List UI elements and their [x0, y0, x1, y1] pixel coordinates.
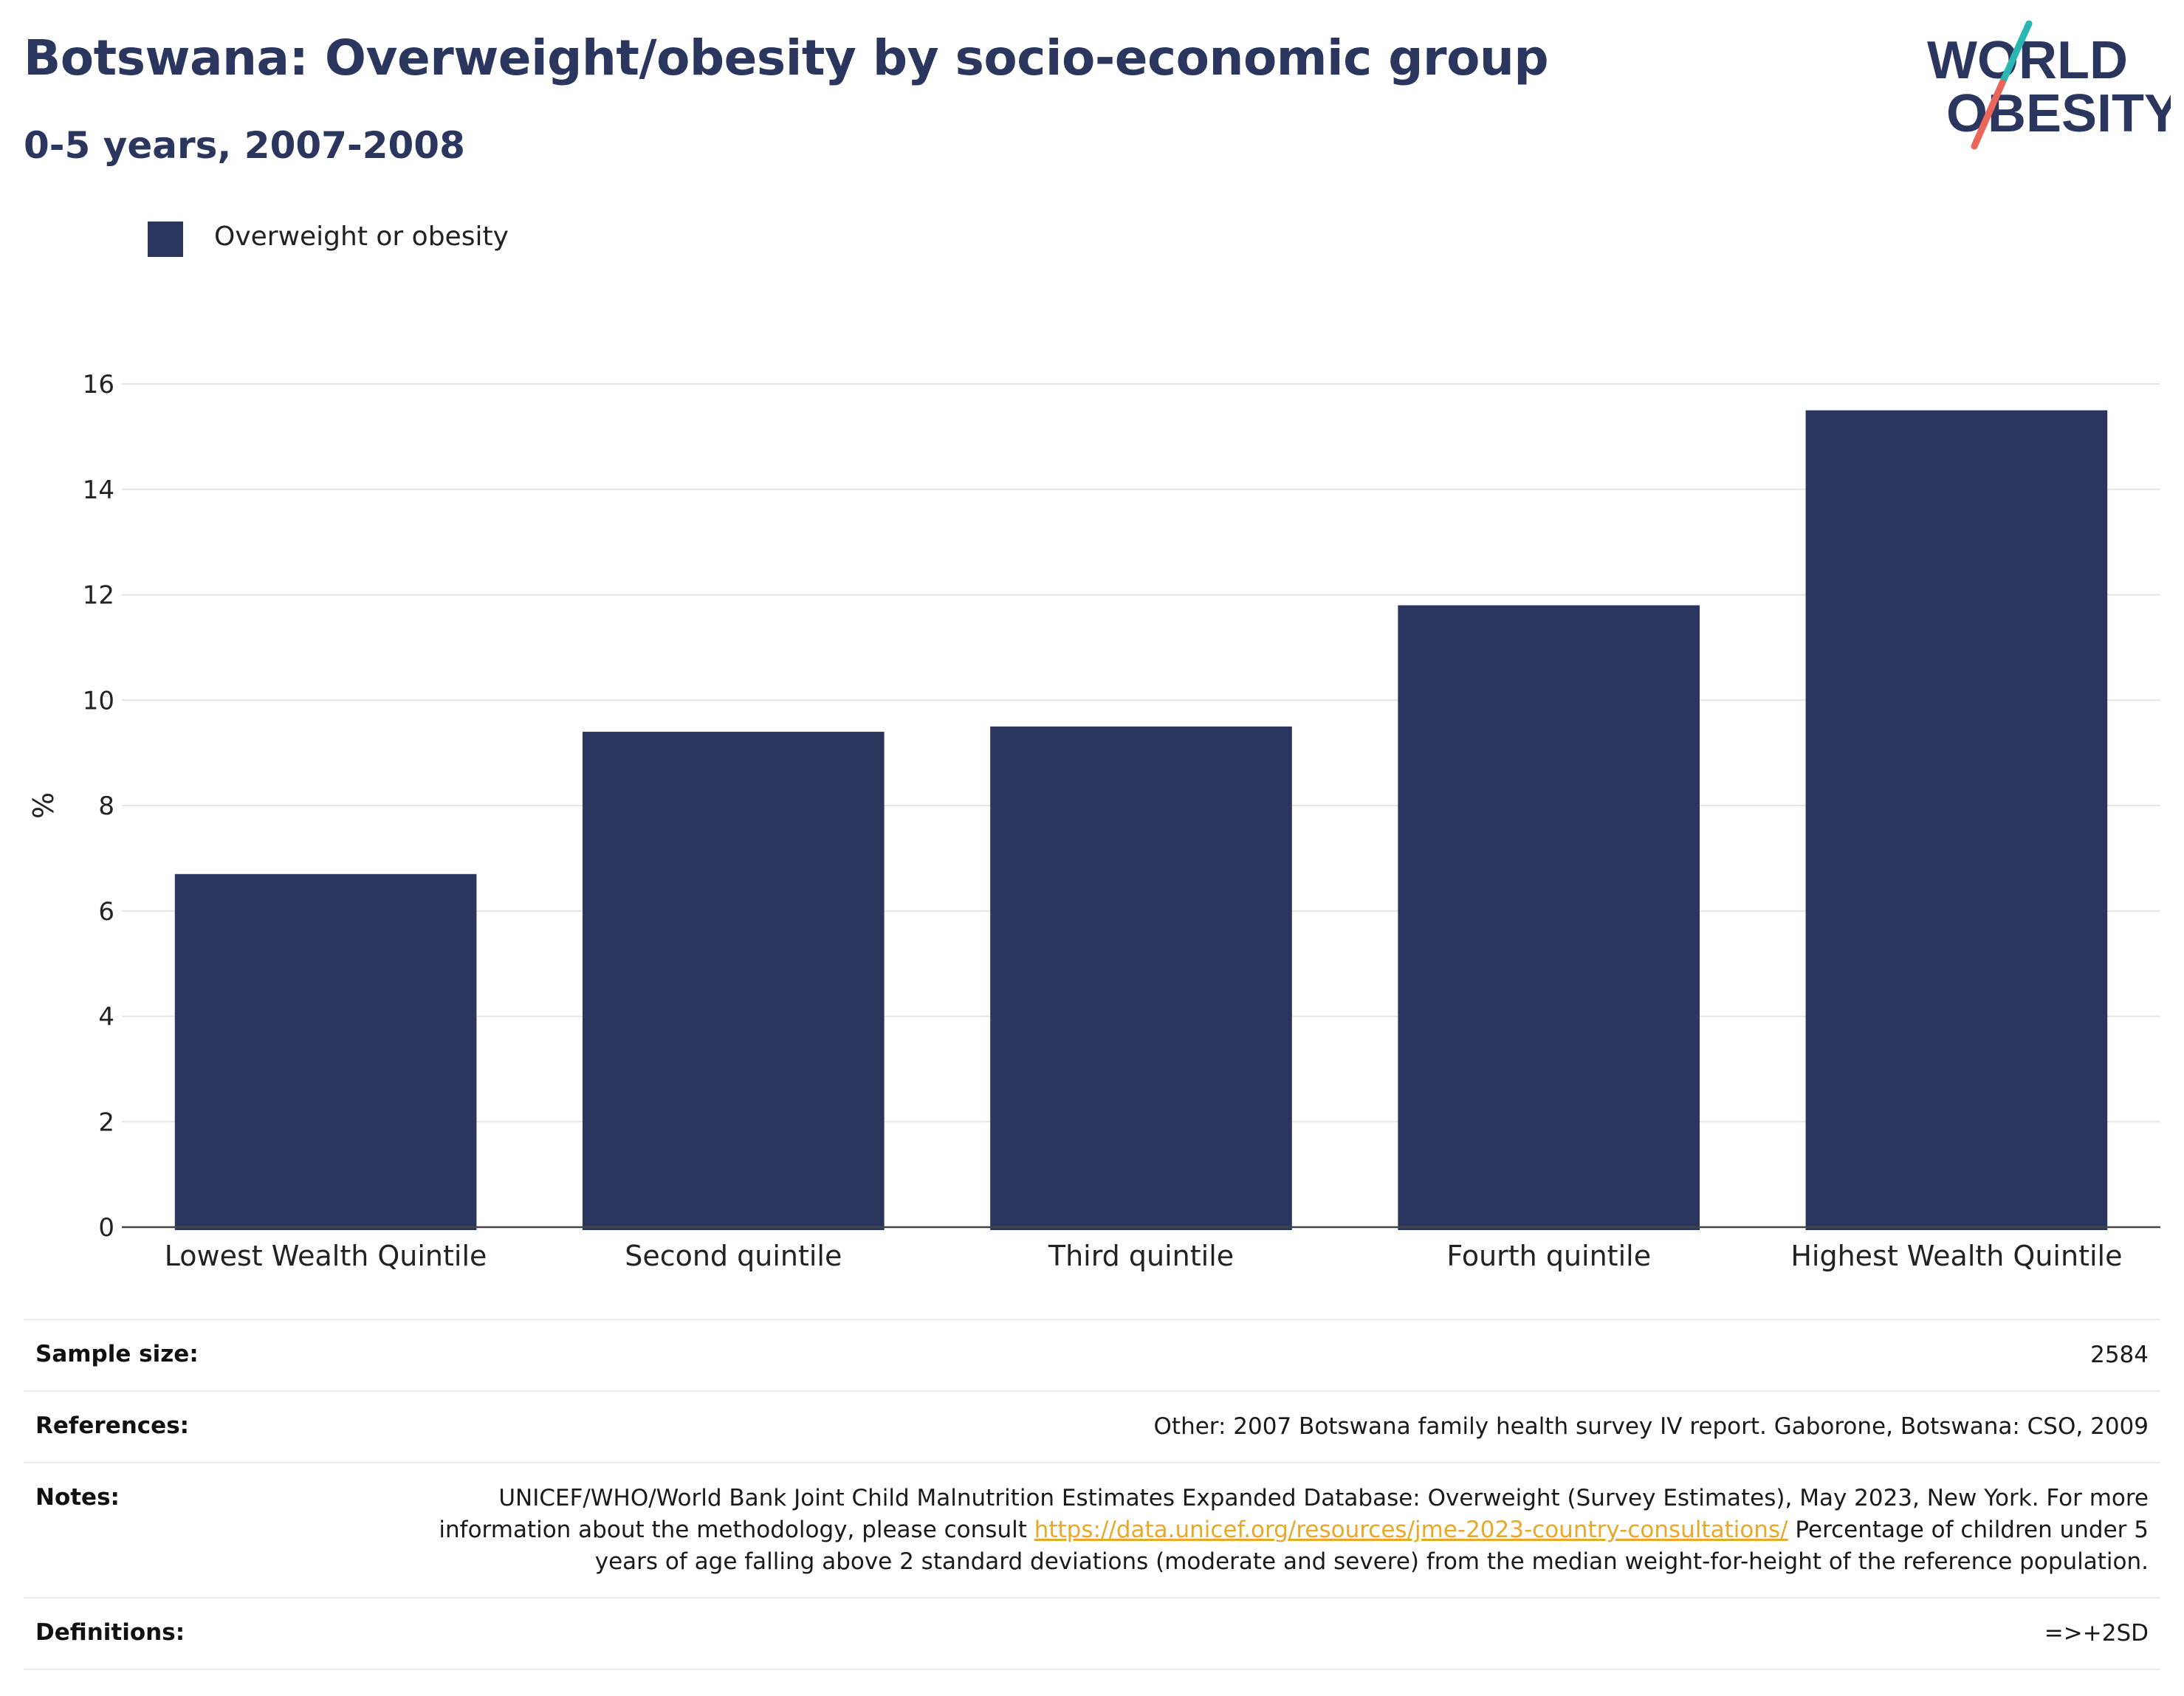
bar [990, 726, 1292, 1230]
info-value: Other: 2007 Botswana family health surve… [1153, 1413, 2149, 1440]
info-label: Notes: [35, 1484, 120, 1511]
info-label: Definitions: [35, 1619, 185, 1646]
info-row-references: References: Other: 2007 Botswana family … [24, 1390, 2160, 1462]
info-table: Sample size: 2584 References: Other: 200… [24, 1319, 2160, 1670]
logo-slash-teal [1999, 21, 2033, 86]
info-value: 2584 [2090, 1342, 2149, 1368]
bar-chart: 0 2 4 6 8 10 12 14 16% Lowest Wealth Quintile Seco… [27, 370, 2160, 1272]
x-tick-label: Highest Wealth Quintile [1790, 1240, 2122, 1272]
x-tick-label: Third quintile [1048, 1240, 1234, 1272]
y-tick-label: 16 [83, 370, 114, 399]
legend-label: Overweight or obesity [214, 222, 509, 252]
bar [174, 873, 477, 1230]
info-label: Sample size: [35, 1341, 199, 1367]
info-label: References: [35, 1412, 190, 1439]
bar [1398, 605, 1700, 1230]
logo-text-world: WORLD [1927, 31, 2128, 90]
y-tick-label: 10 [83, 686, 114, 715]
y-tick-label: 2 [98, 1108, 114, 1137]
legend-swatch [148, 222, 183, 257]
bar [1805, 410, 2108, 1230]
y-tick-label: 12 [83, 581, 114, 611]
y-tick-label: 14 [83, 476, 114, 505]
logo-text-obesity: OBESITY [1946, 84, 2171, 143]
x-tick-label: Lowest Wealth Quintile [165, 1240, 487, 1272]
y-axis-label: % [27, 792, 60, 819]
notes-text-after-link: Percentage of children under 5 years of … [594, 1517, 2149, 1575]
x-tick-label: Second quintile [625, 1240, 842, 1272]
chart-title: Botswana: Overweight/obesity by socio-ec… [24, 30, 1549, 86]
info-row-notes: Notes: UNICEF/WHO/World Bank Joint Child… [24, 1462, 2160, 1597]
y-tick-label: 8 [98, 792, 114, 821]
chart-subtitle: 0-5 years, 2007-2008 [24, 124, 465, 167]
y-tick-label: 0 [98, 1213, 114, 1243]
world-obesity-logo: WORLD OBESITY [1927, 21, 2171, 150]
y-tick-label: 4 [98, 1003, 114, 1032]
info-row-definitions: Definitions: =>+2SD [24, 1597, 2160, 1670]
bar [582, 732, 885, 1230]
info-row-sample-size: Sample size: 2584 [24, 1319, 2160, 1390]
x-tick-label: Fourth quintile [1446, 1240, 1651, 1272]
notes-text-before-link: UNICEF/WHO/World Bank Joint Child Malnut… [439, 1485, 2149, 1543]
info-value: UNICEF/WHO/World Bank Joint Child Malnut… [437, 1463, 2160, 1597]
info-value: =>+2SD [2044, 1620, 2149, 1647]
y-tick-label: 6 [98, 897, 114, 927]
logo-slash-red [1971, 79, 2006, 150]
notes-methodology-link[interactable]: https://data.unicef.org/resources/jme-20… [1034, 1517, 1788, 1543]
